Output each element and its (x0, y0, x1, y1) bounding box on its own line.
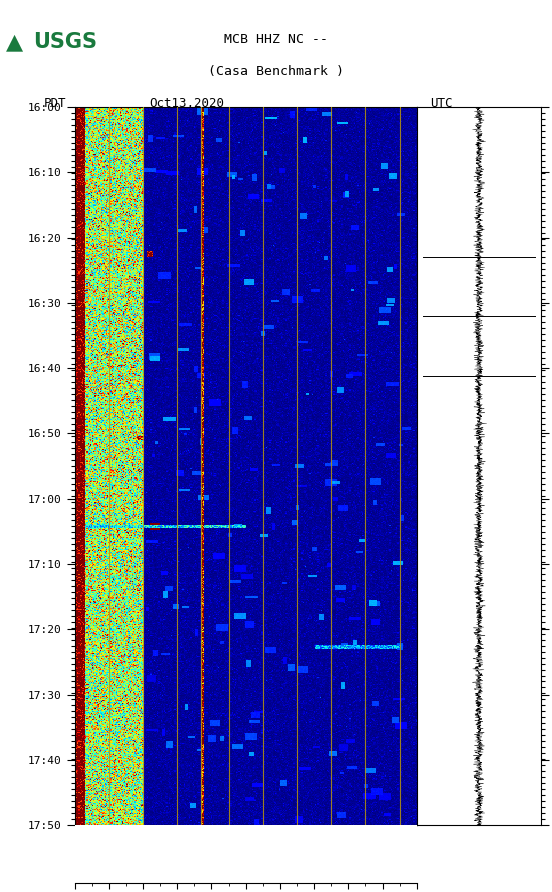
Text: (Casa Benchmark ): (Casa Benchmark ) (208, 65, 344, 78)
Text: USGS: USGS (33, 32, 97, 53)
Text: PDT: PDT (44, 97, 67, 111)
Text: MCB HHZ NC --: MCB HHZ NC -- (224, 33, 328, 46)
Text: UTC: UTC (431, 97, 453, 111)
Text: Oct13,2020: Oct13,2020 (149, 97, 224, 111)
Text: ▲: ▲ (6, 32, 23, 53)
